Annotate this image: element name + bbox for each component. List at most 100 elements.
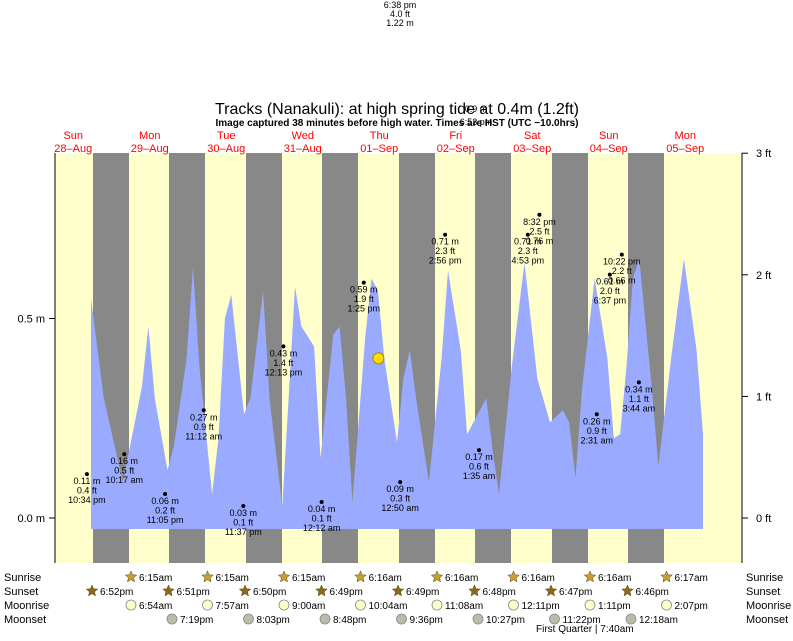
- day-name: Mon: [139, 130, 160, 142]
- sunrise-row-label-right: Sunrise: [746, 572, 783, 584]
- sunrise-star-icon: [660, 570, 673, 583]
- tide-extreme-point: [477, 448, 482, 453]
- tide-extreme-label: 3:44 am: [623, 403, 656, 413]
- tide-extreme-label: 0.2 ft: [155, 506, 176, 516]
- sunset-star-icon: [621, 584, 634, 597]
- sunrise-time: 6:16am: [598, 573, 631, 584]
- moonset-moon-icon: [243, 613, 254, 625]
- tide-extreme-label: 2:56 pm: [429, 256, 462, 266]
- sunrise-time: 6:16am: [445, 573, 478, 584]
- right-tick-label: 0 ft: [756, 513, 771, 525]
- day-name: Wed: [292, 130, 314, 142]
- tide-extreme-label: 10:17 am: [106, 475, 144, 485]
- moonrise-time: 11:08am: [445, 601, 483, 612]
- tide-extreme-label: 1.1 ft: [629, 394, 650, 404]
- tide-extreme-label: 6:37 pm: [594, 296, 627, 306]
- tide-extreme-label: 2.0 ft: [600, 286, 621, 296]
- sunset-star-icon: [544, 584, 558, 597]
- moonrise-moon-icon: [125, 599, 137, 611]
- moonrise-moon-icon: [661, 599, 672, 611]
- tide-extreme-point: [319, 500, 324, 505]
- sunset-time: 6:49pm: [330, 587, 363, 598]
- sunrise-time: 6:15am: [139, 573, 172, 584]
- tide-extreme-label: 11:37 pm: [225, 527, 262, 537]
- tide-extreme-point: [201, 408, 206, 413]
- sunset-time: 6:47pm: [559, 587, 592, 598]
- tide-extreme-label: 12:12 am: [303, 523, 341, 533]
- tide-extreme-point: [636, 380, 641, 385]
- tide-extreme-label: 2.5 ft: [529, 226, 550, 236]
- moonset-moon-icon: [396, 613, 407, 625]
- chart-subtitle-overlap: 6:53 pm: [460, 117, 493, 127]
- tide-extreme-label: 2.3 ft: [518, 246, 539, 256]
- tide-extreme-label: 1.9 ft: [354, 294, 375, 304]
- sunset-time: 6:51pm: [177, 587, 210, 598]
- day-name: Sat: [524, 130, 541, 142]
- right-tick-label: 2 ft: [756, 270, 771, 282]
- right-tick-label: 3 ft: [756, 148, 771, 160]
- sunset-time: 6:49pm: [406, 587, 439, 598]
- tide-extreme-label: 0.43 m: [270, 348, 298, 358]
- moonset-time: 9:36pm: [410, 615, 443, 626]
- sun-moon-rows: Sunrise Sunrise 6:15am 6:15am 6:15am 6:16am 6:…: [4, 570, 791, 635]
- tide-extreme-label: 0.1 ft: [312, 514, 333, 524]
- axes: 0.0 m 0.5 m 0 ft 1 ft 2 ft 3 ft: [17, 148, 771, 525]
- day-date: 01–Sep: [360, 143, 398, 155]
- tide-extreme-label: 0.71 m: [514, 237, 542, 247]
- chart-title-overlap: 0.9 m: [465, 104, 488, 114]
- sunrise-star-icon: [507, 570, 520, 583]
- moonset-time: 10:27pm: [486, 615, 525, 626]
- day-name: Thu: [370, 130, 389, 142]
- day-name: Sun: [599, 130, 619, 142]
- tide-extreme-label: 11:05 pm: [147, 515, 184, 525]
- moonrise-row-label-right: Moonrise: [746, 600, 791, 612]
- moonrise-time: 1:11pm: [598, 601, 631, 612]
- moonset-moon-icon: [472, 613, 484, 625]
- day-date: 02–Sep: [437, 143, 475, 155]
- sunrise-star-icon: [277, 570, 291, 583]
- tide-extreme-point: [398, 480, 403, 485]
- day-date: 03–Sep: [513, 143, 551, 155]
- tide-extreme-label: 11:12 am: [185, 431, 222, 441]
- tide-extreme-point: [443, 232, 448, 237]
- tide-extreme-label: 10:22 pm: [603, 257, 641, 267]
- moonset-time: 8:48pm: [333, 615, 366, 626]
- day-date: 29–Aug: [131, 143, 169, 155]
- day-date: 04–Sep: [590, 143, 628, 155]
- top-extreme-time: 6:38 pm: [384, 0, 417, 10]
- tide-extreme-point: [241, 504, 246, 509]
- tide-extreme-label: 10:34 pm: [68, 495, 106, 505]
- day-name: Tue: [217, 130, 236, 142]
- left-tick-label: 0.5 m: [17, 314, 45, 326]
- sunrise-time: 6:15am: [292, 573, 325, 584]
- tide-extreme-label: 2.2 ft: [612, 266, 633, 276]
- tide-extreme-label: 0.09 m: [386, 484, 414, 494]
- moonrise-moon-icon: [508, 599, 519, 611]
- tide-extreme-label: 0.5 ft: [114, 466, 135, 476]
- moonrise-time: 10:04am: [369, 601, 408, 612]
- sunset-star-icon: [162, 584, 175, 597]
- top-extreme-ft: 4.0 ft: [390, 9, 411, 19]
- tide-extreme-label: 4:53 pm: [512, 256, 545, 266]
- sunrise-star-icon: [583, 570, 597, 583]
- moonset-row-label-right: Moonset: [746, 614, 788, 626]
- right-tick-label: 1 ft: [756, 391, 771, 403]
- tide-extreme-label: 0.17 m: [465, 452, 493, 462]
- tide-extreme-label: 0.04 m: [308, 504, 336, 514]
- tide-extreme-point: [281, 344, 286, 349]
- tide-extreme-label: 0.03 m: [230, 508, 258, 518]
- sunrise-star-icon: [201, 570, 214, 583]
- chart-header: 6:38 pm 4.0 ft 1.22 m 0.9 m Tracks (Nana…: [215, 0, 579, 129]
- sunset-time: 6:50pm: [253, 587, 286, 598]
- moonrise-time: 6:54am: [139, 601, 172, 612]
- tide-extreme-label: 0.26 m: [583, 416, 611, 426]
- moonrise-moon-icon: [278, 599, 290, 611]
- tide-extreme-point: [361, 280, 366, 285]
- sunset-star-icon: [85, 584, 99, 597]
- moonrise-time: 12:11pm: [522, 601, 560, 612]
- tide-extreme-label: 0.11 m: [74, 476, 101, 486]
- moonset-time: 7:19pm: [180, 615, 213, 626]
